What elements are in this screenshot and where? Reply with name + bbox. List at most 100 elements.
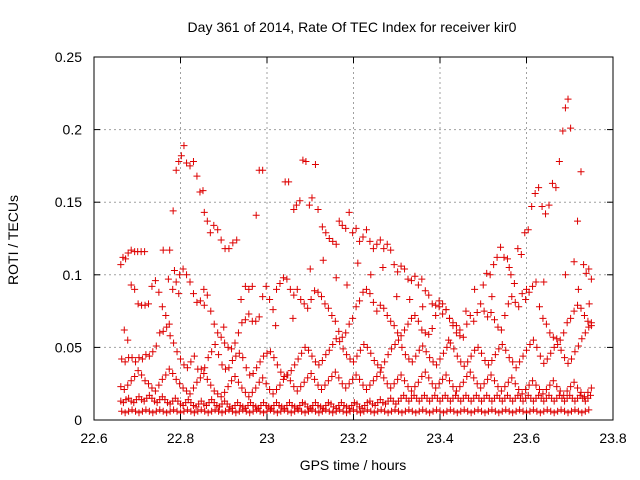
data-point xyxy=(374,361,382,369)
data-point xyxy=(121,409,129,417)
data-point xyxy=(319,256,327,264)
data-point xyxy=(225,245,233,253)
data-point xyxy=(128,406,136,414)
data-point xyxy=(369,245,377,253)
data-point xyxy=(488,406,496,414)
data-point xyxy=(532,278,540,286)
data-point xyxy=(287,409,295,417)
data-point xyxy=(148,282,156,290)
data-point xyxy=(193,298,201,306)
data-point xyxy=(138,371,146,379)
data-point xyxy=(497,326,505,334)
data-point xyxy=(535,303,543,311)
data-point xyxy=(343,281,351,289)
data-point xyxy=(329,409,337,417)
data-point xyxy=(149,409,157,417)
data-point xyxy=(266,348,274,356)
data-point xyxy=(387,317,395,325)
data-point xyxy=(163,323,171,331)
data-point xyxy=(577,388,585,396)
data-point xyxy=(564,359,572,367)
data-point xyxy=(207,307,215,315)
data-point xyxy=(467,409,475,417)
data-point xyxy=(201,407,209,415)
data-point xyxy=(273,386,281,394)
data-point xyxy=(241,388,249,396)
data-point xyxy=(190,352,198,360)
data-point xyxy=(384,409,392,417)
x-tick-label: 22.8 xyxy=(167,430,194,446)
data-point xyxy=(443,343,451,351)
data-point xyxy=(463,320,471,328)
data-point xyxy=(504,378,512,386)
data-point xyxy=(308,406,316,414)
data-point xyxy=(306,265,314,273)
data-point xyxy=(523,285,530,293)
data-point xyxy=(505,354,513,362)
data-point xyxy=(214,226,222,234)
data-point xyxy=(193,378,201,386)
data-point xyxy=(317,293,325,301)
data-point xyxy=(436,355,444,363)
data-point xyxy=(289,314,297,322)
data-point xyxy=(215,407,223,415)
data-point xyxy=(256,358,264,366)
data-point xyxy=(342,384,350,392)
data-point xyxy=(166,246,174,254)
data-point xyxy=(452,387,460,395)
data-point xyxy=(405,406,413,414)
data-point xyxy=(487,371,495,379)
data-point xyxy=(283,275,291,283)
data-point xyxy=(343,351,351,359)
data-point xyxy=(156,329,164,337)
data-point xyxy=(388,407,396,415)
data-point xyxy=(317,386,325,394)
data-point xyxy=(200,301,208,309)
data-point xyxy=(132,358,140,366)
data-point xyxy=(291,361,299,369)
data-point xyxy=(397,371,405,379)
data-point xyxy=(284,407,292,415)
data-point xyxy=(484,361,492,369)
data-point xyxy=(169,370,177,378)
data-point xyxy=(373,307,381,315)
y-tick-label: 0.2 xyxy=(63,122,83,138)
data-point xyxy=(574,285,582,293)
data-point xyxy=(186,390,194,398)
data-point xyxy=(360,407,368,415)
data-point xyxy=(474,406,482,414)
data-point xyxy=(332,274,340,282)
data-point xyxy=(287,367,295,375)
data-point xyxy=(578,409,586,417)
data-point xyxy=(248,282,256,290)
x-tick-label: 23 xyxy=(259,430,275,446)
data-point xyxy=(307,295,315,303)
data-point xyxy=(321,300,329,308)
data-point xyxy=(304,374,312,382)
data-point xyxy=(486,271,494,279)
data-point xyxy=(225,406,233,414)
data-point xyxy=(366,290,374,298)
data-point xyxy=(179,265,187,273)
data-point xyxy=(299,156,307,164)
data-point xyxy=(206,229,214,237)
data-point xyxy=(325,407,333,415)
data-point xyxy=(256,407,264,415)
data-point xyxy=(187,407,195,415)
data-point xyxy=(412,409,420,417)
data-point xyxy=(138,407,146,415)
data-point xyxy=(159,327,167,335)
data-point xyxy=(432,301,440,309)
data-point xyxy=(338,333,346,341)
data-point xyxy=(321,381,329,389)
data-point xyxy=(253,406,261,414)
data-point xyxy=(523,346,530,354)
data-point xyxy=(567,314,575,322)
data-point xyxy=(203,217,211,225)
data-point xyxy=(446,314,454,322)
data-point xyxy=(381,407,389,415)
data-point xyxy=(145,352,153,360)
data-point xyxy=(187,358,195,366)
data-point xyxy=(508,374,516,382)
data-point xyxy=(117,261,125,269)
